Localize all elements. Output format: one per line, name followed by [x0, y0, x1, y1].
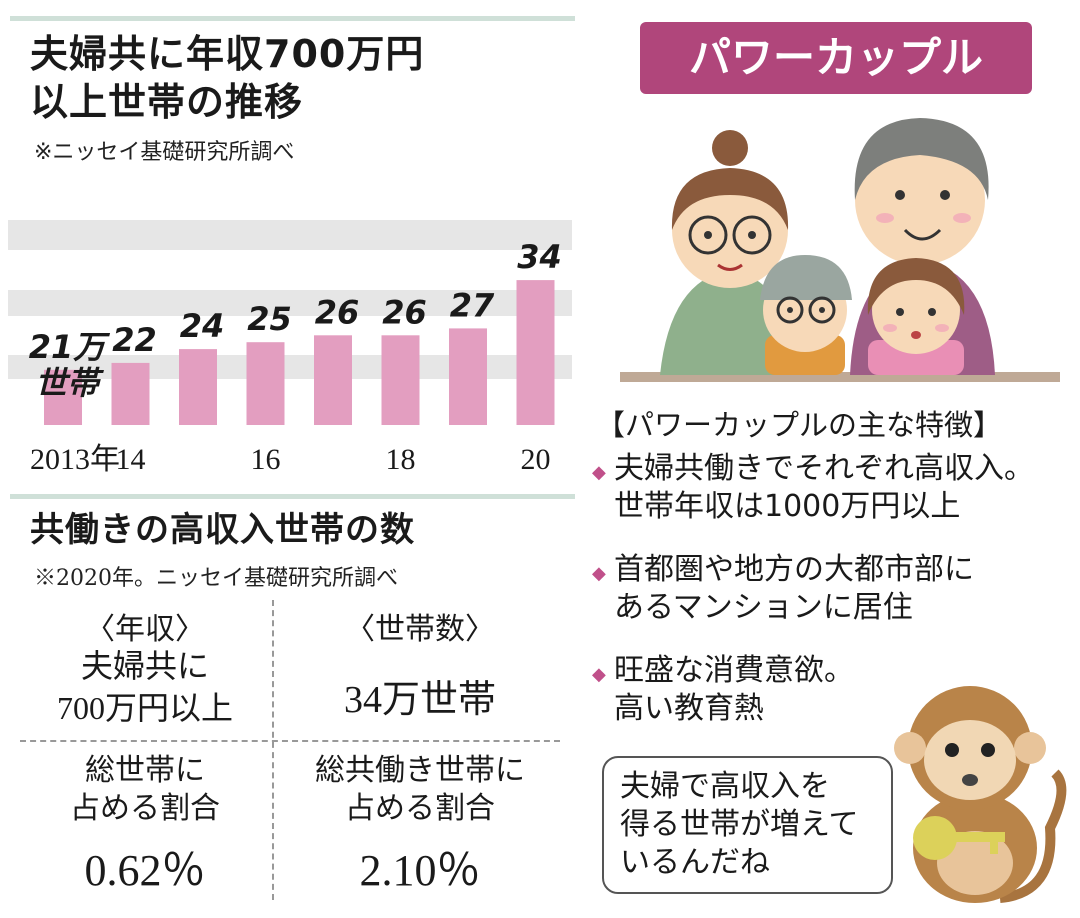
feature-item-1-line1: 夫婦共働きでそれぞれ高収入。 [614, 451, 1034, 486]
feature-item-1: 夫婦共働きでそれぞれ高収入。 世帯年収は1000万円以上 [614, 450, 1034, 526]
data-label: 22 [112, 321, 157, 359]
bar [381, 335, 420, 425]
chart-title-line2: 以上世帯の推移 [30, 80, 304, 124]
share-dual-line2: 占める割合 [345, 792, 495, 825]
bullet-icon: ◆ [592, 563, 606, 584]
bar [44, 369, 82, 425]
bullet-icon: ◆ [592, 462, 606, 483]
bar [246, 342, 285, 425]
data-label: 26 [315, 293, 360, 331]
data-label-suffix: 世帯 [35, 364, 104, 402]
speech-bubble: 夫婦で高収入を 得る世帯が増えて いるんだね [602, 756, 893, 894]
share-total-value: 0.62％ [84, 846, 206, 895]
speech-line3: いるんだね [620, 846, 770, 879]
share-total-line2: 占める割合 [70, 792, 220, 825]
bar [449, 328, 487, 425]
bar [516, 280, 555, 425]
feature-item-3-line2: 高い教育熱 [614, 691, 764, 726]
grid-band [8, 220, 572, 250]
girl-figure [867, 258, 965, 375]
data-label: 25 [247, 300, 292, 338]
households-value: 34万世帯 [343, 679, 496, 721]
income-line1: 夫婦共に [80, 648, 209, 684]
table-note: ※2020年。ニッセイ基礎研究所調べ [34, 566, 398, 591]
ground-strip [620, 372, 1060, 382]
power-couple-badge: パワーカップル [640, 22, 1032, 94]
x-tick-label: 2013年 [30, 443, 120, 476]
chart-title-line1: 夫婦共に年収700万円 [30, 32, 425, 76]
data-label: 21万 [29, 328, 111, 366]
table-divider-horizontal [20, 740, 560, 742]
speech-line1: 夫婦で高収入を [620, 770, 830, 803]
boy-figure [760, 255, 852, 375]
feature-item-2: 首都圏や地方の大都市部に あるマンションに居住 [614, 551, 974, 627]
x-tick-label: 18 [386, 443, 416, 476]
grid-band [8, 290, 572, 316]
features-heading: 【パワーカップルの主な特徴】 [596, 408, 1003, 442]
x-tick-label: 14 [116, 443, 146, 476]
mid-rule [10, 494, 575, 499]
income-line2: 700万円以上 [56, 690, 233, 726]
chart-source-note: ※ニッセイ基礎研究所調べ [34, 140, 295, 165]
x-tick-label: 20 [521, 443, 551, 476]
table-divider-vertical [272, 600, 274, 900]
feature-item-2-line2: あるマンションに居住 [614, 590, 913, 625]
bar [111, 362, 150, 425]
family-illustration [620, 118, 1060, 382]
data-label: 24 [180, 307, 225, 345]
bar [314, 335, 352, 425]
feature-item-3-line1: 旺盛な消費意欲。 [614, 653, 854, 688]
share-total-line1: 総世帯に [85, 754, 205, 787]
feature-item-3: 旺盛な消費意欲。 高い教育熱 [614, 652, 854, 728]
bar [179, 349, 217, 425]
table-title: 共働きの高収入世帯の数 [30, 510, 415, 550]
speech-line2: 得る世帯が増えて [620, 808, 859, 841]
share-dual-value: 2.10％ [359, 846, 481, 895]
data-label: 34 [517, 238, 562, 276]
header-income: 〈年収〉 [85, 613, 205, 646]
top-rule [10, 16, 575, 21]
data-label: 27 [450, 286, 495, 324]
data-label: 26 [382, 293, 427, 331]
share-dual-label: 総共働き世帯に 占める割合 [275, 752, 565, 828]
x-tick-label: 16 [251, 443, 281, 476]
share-total-label: 総世帯に 占める割合 [20, 752, 270, 828]
share-dual-line1: 総共働き世帯に [315, 754, 525, 787]
feature-item-1-line2: 世帯年収は1000万円以上 [614, 489, 961, 524]
header-households: 〈世帯数〉 [345, 613, 495, 646]
feature-item-2-line1: 首都圏や地方の大都市部に [614, 552, 974, 587]
income-value: 夫婦共に 700万円以上 [20, 645, 270, 729]
bullet-icon: ◆ [592, 664, 606, 685]
monkey-mascot-icon [894, 686, 1067, 903]
